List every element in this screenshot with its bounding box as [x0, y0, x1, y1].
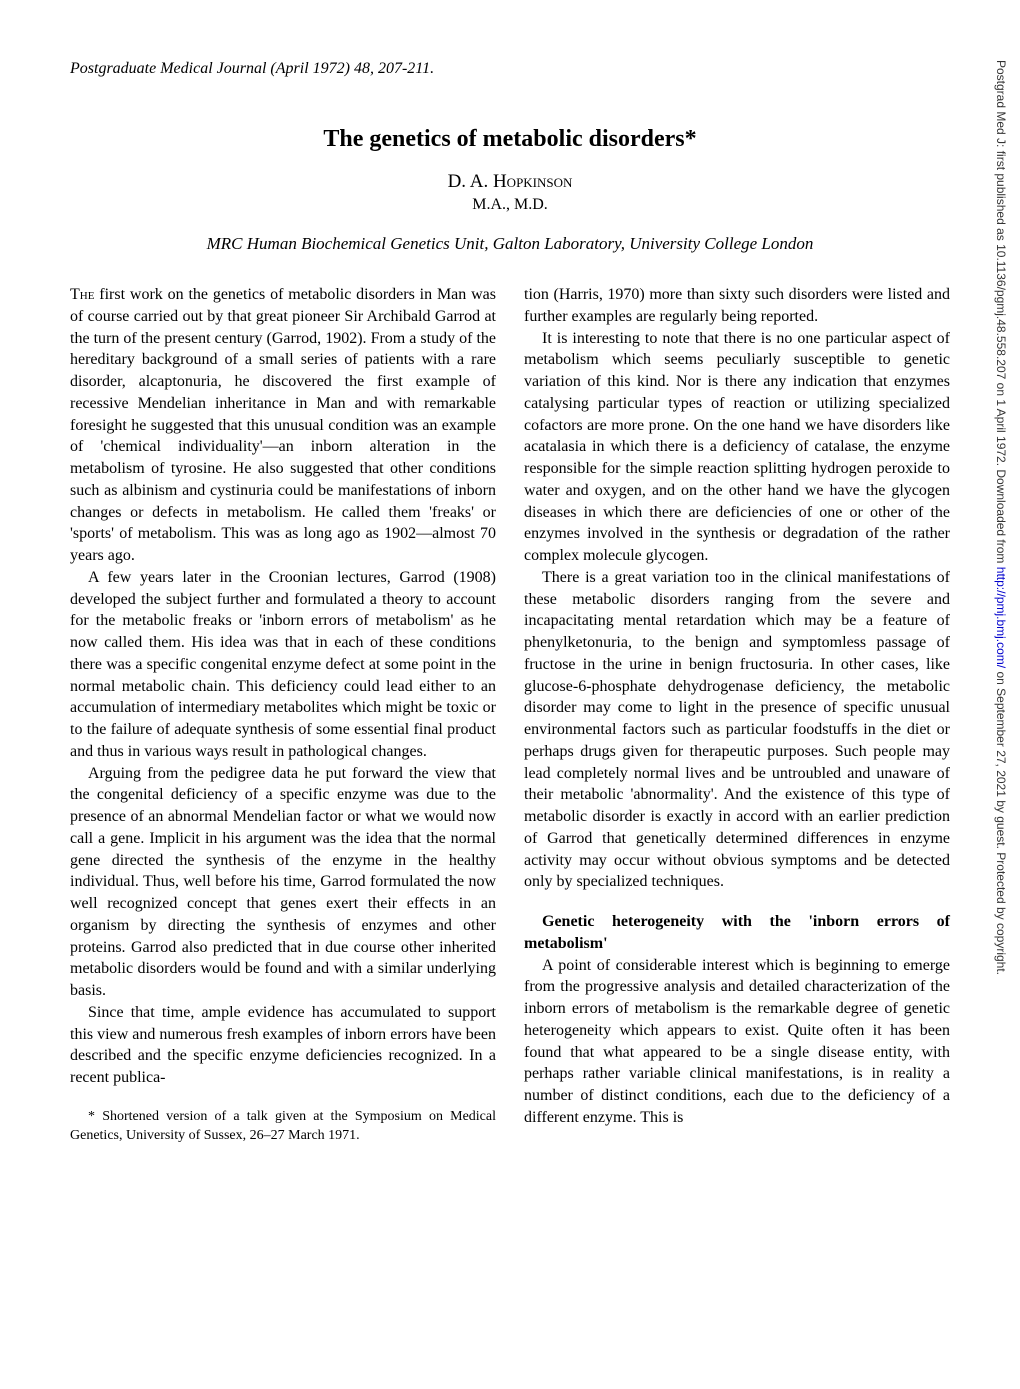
paragraph: Arguing from the pedigree data he put fo… [70, 763, 496, 1002]
paragraph: It is interesting to note that there is … [524, 328, 950, 567]
paragraph: A few years later in the Croonian lectur… [70, 567, 496, 763]
content-columns: The first work on the genetics of metabo… [70, 284, 950, 1145]
paragraph: Since that time, ample evidence has accu… [70, 1002, 496, 1089]
author-degrees: M.A., M.D. [70, 196, 950, 214]
paragraph: tion (Harris, 1970) more than sixty such… [524, 284, 950, 328]
paragraph: A point of considerable interest which i… [524, 955, 950, 1129]
paragraph-text: first work on the genetics of metabolic … [70, 286, 496, 564]
left-column: The first work on the genetics of metabo… [70, 284, 496, 1145]
first-word: The [70, 286, 94, 303]
right-column: tion (Harris, 1970) more than sixty such… [524, 284, 950, 1145]
sidebar-link[interactable]: http://pmj.bmj.com/ [994, 567, 1008, 668]
author-name: D. A. Hopkinson [70, 171, 950, 193]
paragraph: The first work on the genetics of metabo… [70, 284, 496, 567]
sidebar-metadata: Postgrad Med J: first published as 10.11… [994, 60, 1008, 1340]
affiliation: MRC Human Biochemical Genetics Unit, Gal… [70, 234, 950, 254]
sidebar-text: Postgrad Med J: first published as 10.11… [994, 60, 1008, 567]
paragraph: There is a great variation too in the cl… [524, 567, 950, 893]
section-heading: Genetic heterogeneity with the 'inborn e… [524, 911, 950, 955]
sidebar-text: on September 27, 2021 by guest. Protecte… [994, 668, 1008, 975]
article-title: The genetics of metabolic disorders* [70, 126, 950, 153]
footnote: * Shortened version of a talk given at t… [70, 1107, 496, 1145]
journal-header: Postgraduate Medical Journal (April 1972… [70, 60, 950, 78]
